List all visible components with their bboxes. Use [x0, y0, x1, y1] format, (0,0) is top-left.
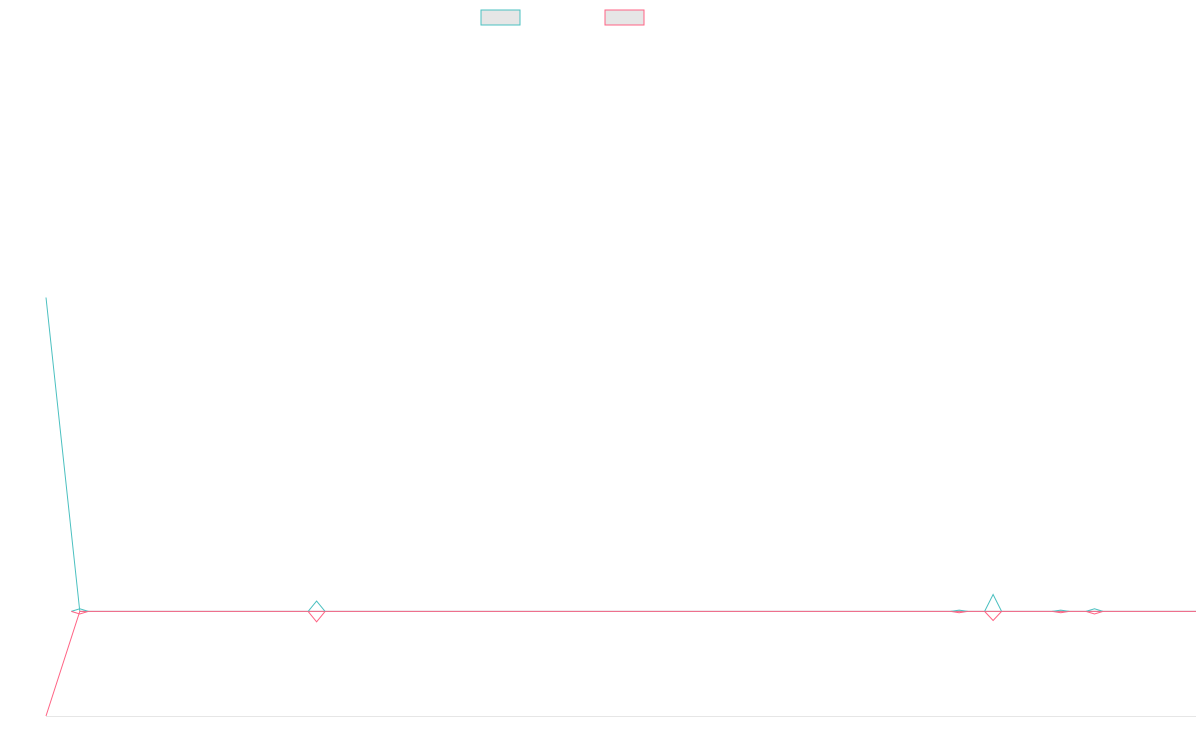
data-point	[1052, 610, 1070, 614]
data-point	[71, 608, 89, 612]
series-lines	[45, 297, 1196, 717]
series-line	[45, 297, 1196, 612]
data-point	[984, 593, 1003, 612]
data-point	[307, 611, 326, 623]
data-point	[71, 610, 89, 615]
legend-swatch	[480, 9, 521, 26]
data-point	[950, 609, 968, 612]
legend-swatch	[604, 9, 645, 26]
data-point	[950, 610, 968, 614]
data-point	[1085, 608, 1104, 612]
series-markers	[71, 593, 1104, 623]
data-point	[307, 600, 326, 612]
series-line	[45, 610, 1196, 717]
data-point	[1052, 609, 1070, 612]
legend	[480, 9, 645, 26]
data-point	[984, 611, 1002, 622]
data-point	[1085, 610, 1104, 615]
